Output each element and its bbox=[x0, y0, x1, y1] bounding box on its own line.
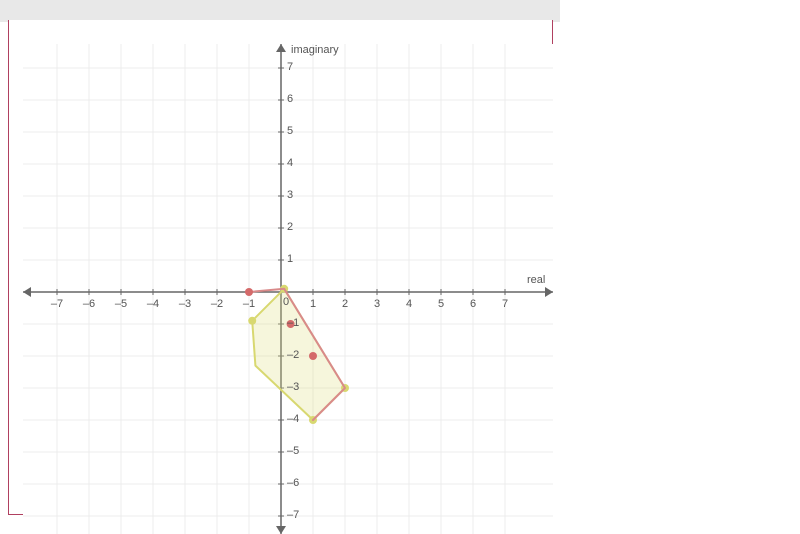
x-tick-label: 2 bbox=[335, 298, 355, 310]
y-tick-label: –3 bbox=[287, 381, 299, 393]
complex-plane-plot: –7–6–5–4–3–2–101234567–7–6–5–4–3–2–11234… bbox=[23, 44, 553, 534]
x-tick-label: 5 bbox=[431, 298, 451, 310]
x-tick-label: –2 bbox=[207, 298, 227, 310]
y-tick-label: –4 bbox=[287, 413, 299, 425]
y-tick-label: 4 bbox=[287, 157, 293, 169]
x-tick-label: –3 bbox=[175, 298, 195, 310]
page: –7–6–5–4–3–2–101234567–7–6–5–4–3–2–11234… bbox=[0, 0, 800, 518]
y-tick-label: 7 bbox=[287, 61, 293, 73]
y-tick-label: –5 bbox=[287, 445, 299, 457]
plot-svg bbox=[23, 44, 553, 534]
x-tick-label: 7 bbox=[495, 298, 515, 310]
x-tick-label: 1 bbox=[303, 298, 323, 310]
chart-frame: –7–6–5–4–3–2–101234567–7–6–5–4–3–2–11234… bbox=[8, 20, 553, 515]
y-tick-label: 1 bbox=[287, 253, 293, 265]
y-axis-label: imaginary bbox=[291, 44, 339, 56]
x-tick-label: 6 bbox=[463, 298, 483, 310]
y-tick-label: 5 bbox=[287, 125, 293, 137]
y-tick-label: –6 bbox=[287, 477, 299, 489]
y-tick-label: –2 bbox=[287, 349, 299, 361]
header-bar bbox=[0, 0, 560, 22]
y-tick-label: –1 bbox=[287, 317, 299, 329]
y-tick-label: –7 bbox=[287, 509, 299, 521]
x-tick-label: 3 bbox=[367, 298, 387, 310]
x-tick-label: –7 bbox=[47, 298, 67, 310]
x-tick-label: –5 bbox=[111, 298, 131, 310]
x-tick-label: –6 bbox=[79, 298, 99, 310]
x-tick-label: 4 bbox=[399, 298, 419, 310]
y-tick-label: 2 bbox=[287, 221, 293, 233]
y-tick-label: 6 bbox=[287, 93, 293, 105]
x-tick-label: –4 bbox=[143, 298, 163, 310]
y-tick-label: 3 bbox=[287, 189, 293, 201]
x-tick-label: –1 bbox=[239, 298, 259, 310]
origin-label: 0 bbox=[283, 296, 289, 308]
x-axis-label: real bbox=[527, 274, 545, 286]
